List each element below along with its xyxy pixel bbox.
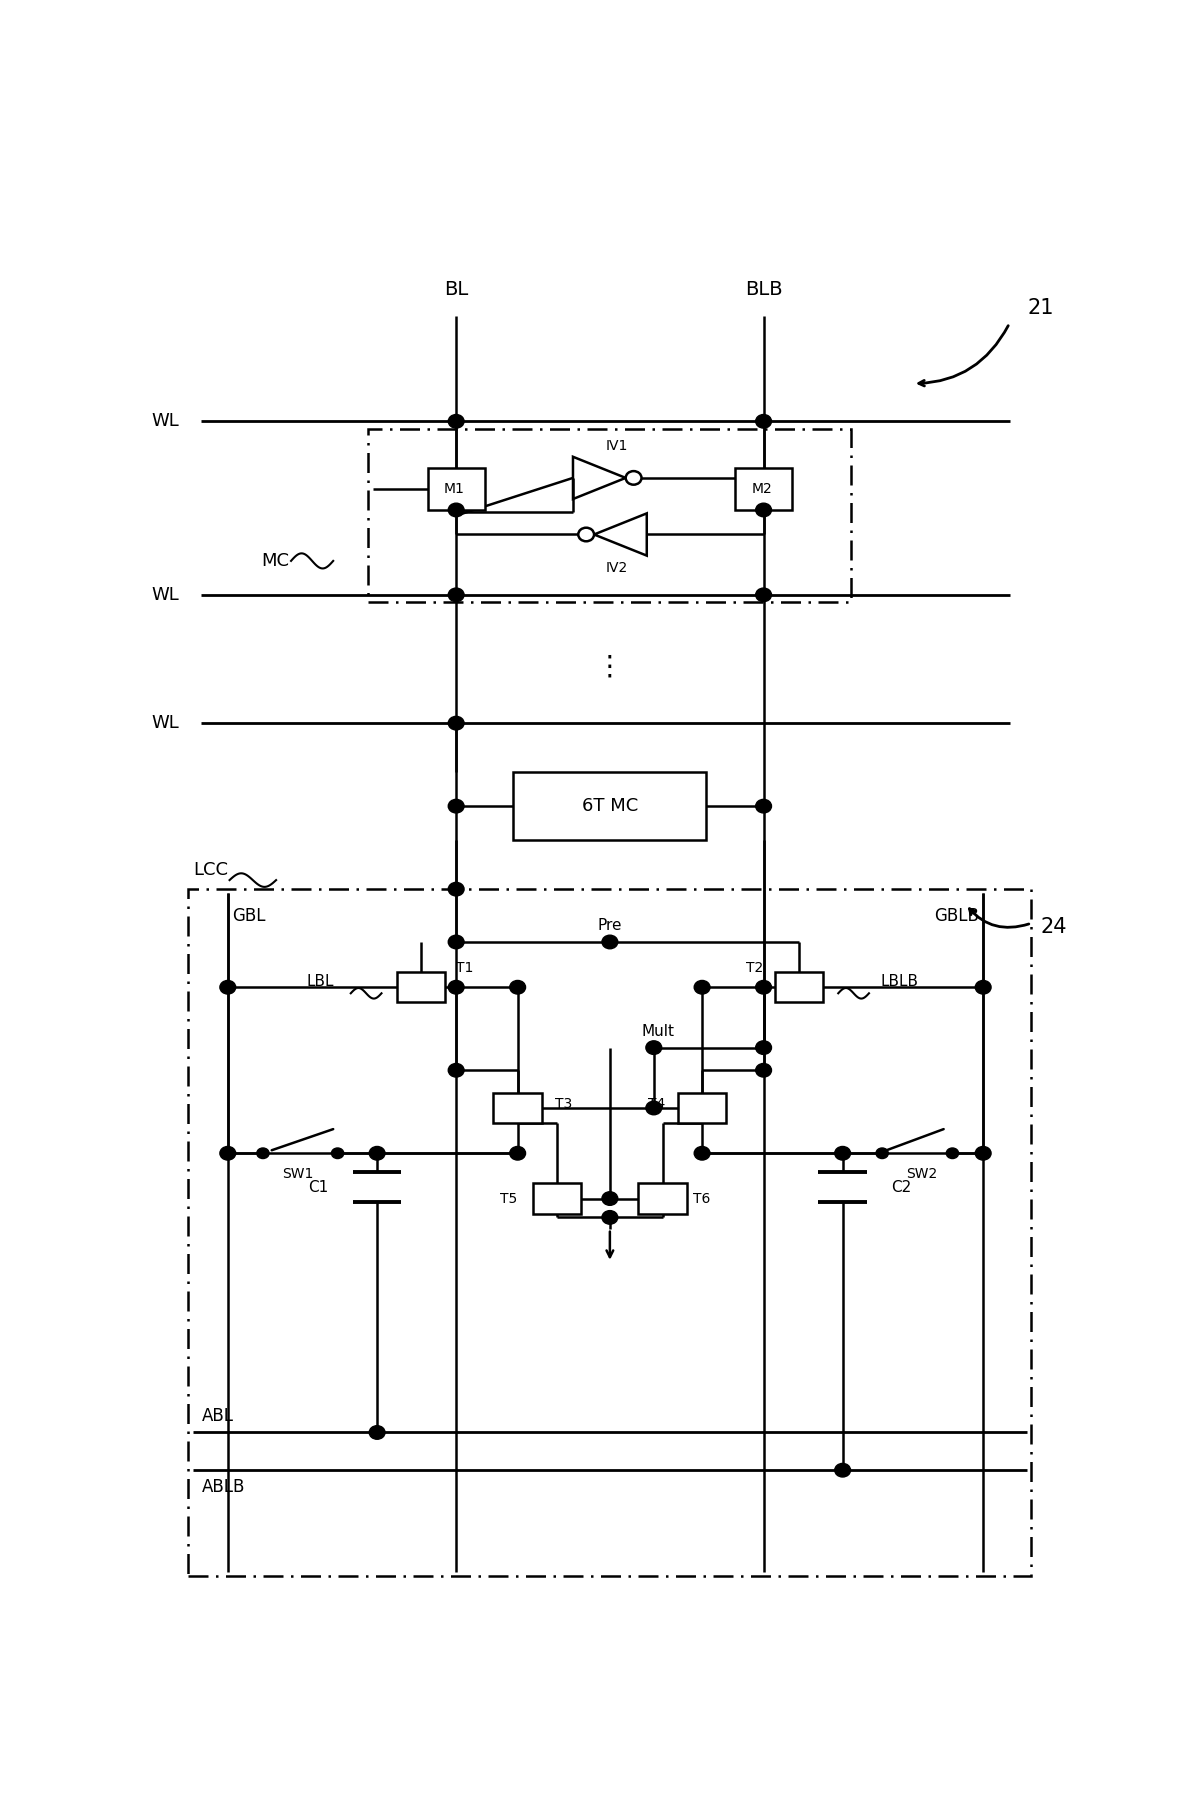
Bar (513, 772, 707, 839)
Circle shape (220, 981, 236, 994)
Text: ABL: ABL (201, 1407, 233, 1425)
Text: LBLB: LBLB (881, 974, 919, 988)
Circle shape (449, 587, 464, 602)
Circle shape (646, 1041, 662, 1055)
Circle shape (369, 1425, 386, 1440)
Circle shape (756, 981, 771, 994)
Text: WL: WL (152, 412, 180, 430)
Text: M1: M1 (444, 482, 465, 497)
Text: Mult: Mult (641, 1024, 675, 1039)
Circle shape (449, 981, 464, 994)
Bar (494, 1093, 541, 1122)
Circle shape (257, 1148, 269, 1159)
Circle shape (694, 1146, 710, 1160)
Bar (427, 468, 484, 509)
Text: Pre: Pre (597, 917, 622, 934)
Text: MC: MC (262, 551, 289, 569)
Text: T3: T3 (555, 1097, 572, 1111)
Text: GBL: GBL (232, 906, 265, 925)
Circle shape (602, 936, 618, 948)
Bar (638, 1184, 687, 1213)
Circle shape (694, 981, 710, 994)
Circle shape (449, 883, 464, 896)
Text: ABLB: ABLB (201, 1478, 245, 1496)
Text: LBL: LBL (306, 974, 333, 988)
Circle shape (756, 800, 771, 812)
Circle shape (332, 1148, 344, 1159)
Circle shape (509, 1146, 526, 1160)
Bar (678, 1093, 726, 1122)
Circle shape (449, 716, 464, 731)
Circle shape (449, 504, 464, 517)
Circle shape (876, 1148, 888, 1159)
Circle shape (449, 800, 464, 812)
Text: GBLB: GBLB (934, 906, 978, 925)
Text: T1: T1 (456, 961, 474, 975)
Circle shape (976, 981, 991, 994)
Circle shape (976, 1146, 991, 1160)
Bar (533, 1184, 582, 1213)
Text: T5: T5 (500, 1191, 518, 1206)
Bar (397, 972, 445, 1003)
Text: T2: T2 (746, 961, 764, 975)
Bar (775, 972, 822, 1003)
Circle shape (646, 1100, 662, 1115)
Text: SW2: SW2 (906, 1168, 938, 1182)
Circle shape (602, 1191, 618, 1206)
Circle shape (756, 587, 771, 602)
Text: WL: WL (152, 714, 180, 732)
Circle shape (946, 1148, 959, 1159)
Text: 6T MC: 6T MC (582, 798, 638, 816)
Text: LCC: LCC (193, 861, 227, 879)
Circle shape (834, 1463, 851, 1478)
Circle shape (602, 1211, 618, 1224)
Circle shape (834, 1146, 851, 1160)
Circle shape (449, 1064, 464, 1077)
Text: C2: C2 (891, 1180, 912, 1195)
Text: IV2: IV2 (606, 562, 628, 575)
Text: 24: 24 (1040, 917, 1066, 937)
Text: ⋮: ⋮ (596, 653, 624, 680)
Text: IV1: IV1 (606, 439, 628, 453)
Text: T6: T6 (694, 1191, 710, 1206)
Circle shape (756, 1041, 771, 1055)
Bar (735, 468, 793, 509)
Circle shape (756, 415, 771, 428)
Text: M2: M2 (751, 482, 772, 497)
Circle shape (449, 415, 464, 428)
Text: SW1: SW1 (282, 1168, 314, 1182)
Text: 21: 21 (1027, 297, 1053, 317)
Circle shape (449, 936, 464, 948)
Circle shape (756, 1064, 771, 1077)
Text: C1: C1 (308, 1180, 328, 1195)
Text: BLB: BLB (745, 279, 782, 299)
Text: WL: WL (152, 586, 180, 604)
Text: BL: BL (444, 279, 469, 299)
Circle shape (369, 1146, 386, 1160)
Circle shape (756, 504, 771, 517)
Circle shape (220, 1146, 236, 1160)
Text: T4: T4 (647, 1097, 665, 1111)
Circle shape (509, 981, 526, 994)
